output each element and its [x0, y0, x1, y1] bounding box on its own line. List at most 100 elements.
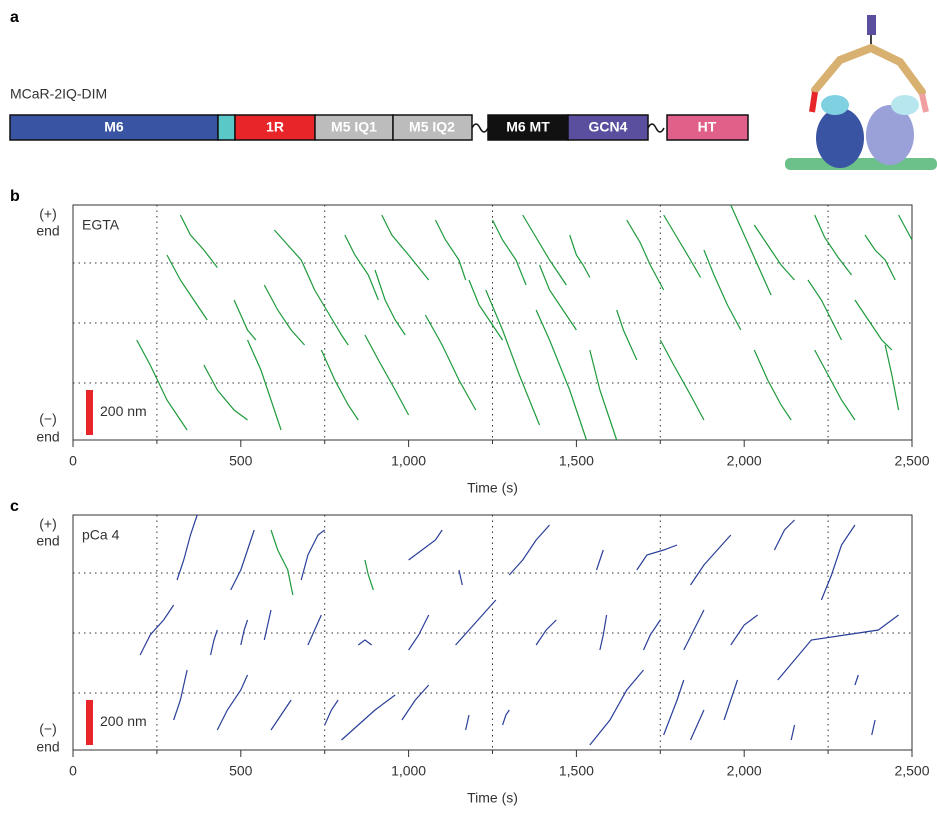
- scale-bar: [86, 390, 93, 435]
- trace: [538, 264, 577, 331]
- end-label: end: [36, 223, 59, 239]
- trace: [501, 709, 510, 726]
- trace: [424, 314, 477, 411]
- segment-label: M5 IQ2: [409, 119, 455, 135]
- x-tick-label: 1,000: [391, 763, 426, 779]
- trace: [300, 529, 326, 581]
- trace: [357, 639, 373, 646]
- annotation: pCa 4: [82, 527, 120, 543]
- trace: [136, 339, 188, 431]
- construct-bar: [9, 114, 749, 141]
- trace: [465, 714, 470, 731]
- trace: [491, 219, 527, 286]
- trace: [434, 219, 467, 281]
- trace: [753, 349, 792, 421]
- scale-bar-label: 200 nm: [100, 713, 147, 729]
- trace: [595, 549, 604, 571]
- end-label: (−): [39, 411, 57, 427]
- trace: [663, 214, 702, 278]
- segment: [666, 114, 749, 141]
- trace: [320, 349, 359, 421]
- panel-label: a: [10, 9, 19, 26]
- trace: [233, 299, 257, 341]
- x-tick-label: 0: [69, 763, 77, 779]
- trace: [270, 529, 294, 596]
- trace: [884, 344, 900, 411]
- x-tick-label: 2,500: [894, 763, 929, 779]
- trace: [270, 699, 292, 731]
- trace: [364, 559, 374, 591]
- trace: [173, 669, 188, 721]
- segment-label: M6 MT: [506, 119, 550, 135]
- segment-label: GCN4: [589, 119, 628, 135]
- trace: [166, 254, 208, 321]
- x-tick-label: 0: [69, 453, 77, 469]
- myosin-cartoon: [785, 15, 937, 170]
- segment: [9, 114, 219, 141]
- trace: [636, 544, 678, 571]
- trace: [216, 674, 249, 731]
- x-axis-label: Time (s): [467, 790, 518, 806]
- trace: [703, 249, 742, 331]
- trace: [659, 339, 705, 421]
- trace: [689, 709, 705, 741]
- trace: [344, 234, 379, 301]
- trace: [246, 339, 282, 431]
- construct-name: MCaR-2IQ-DIM: [10, 86, 107, 102]
- panel-label: b: [10, 188, 20, 205]
- trace: [723, 679, 739, 721]
- trace: [374, 269, 406, 336]
- trace: [485, 289, 541, 426]
- segment-label: HT: [698, 119, 717, 135]
- trace: [730, 614, 758, 646]
- trace: [535, 619, 557, 646]
- trace: [807, 279, 843, 341]
- panel-label: c: [10, 498, 19, 515]
- trace: [777, 614, 899, 681]
- x-tick-label: 2,000: [727, 763, 762, 779]
- trace: [753, 224, 795, 281]
- trace: [898, 214, 913, 241]
- plot-frame: [72, 204, 913, 441]
- trace: [854, 299, 893, 351]
- segment-label: M5 IQ1: [331, 119, 377, 135]
- trace: [364, 334, 410, 416]
- x-tick-label: 1,000: [391, 453, 426, 469]
- trace: [508, 524, 550, 576]
- x-axis-label: Time (s): [467, 480, 518, 496]
- trace: [408, 614, 430, 651]
- trace: [820, 524, 856, 601]
- trace: [455, 599, 497, 646]
- trace: [642, 619, 661, 651]
- trace: [683, 609, 705, 651]
- trace: [408, 529, 443, 561]
- trace: [663, 679, 685, 736]
- segment: [392, 114, 473, 141]
- trace: [273, 229, 316, 291]
- trace: [616, 309, 638, 361]
- trace: [203, 364, 248, 421]
- trace: [341, 694, 396, 741]
- segment-label: M6: [104, 119, 124, 135]
- trace: [730, 204, 772, 296]
- scale-bar-label: 200 nm: [100, 403, 147, 419]
- end-label: (+): [39, 206, 57, 222]
- end-label: (−): [39, 721, 57, 737]
- trace: [814, 214, 853, 276]
- trace: [535, 309, 588, 441]
- trace: [401, 684, 430, 721]
- trace: [381, 214, 430, 281]
- trace: [240, 619, 249, 646]
- trace: [210, 629, 218, 656]
- x-tick-label: 1,500: [559, 763, 594, 779]
- x-tick-label: 2,500: [894, 453, 929, 469]
- end-label: end: [36, 429, 59, 445]
- trace: [230, 529, 255, 591]
- trace: [854, 674, 859, 686]
- x-tick-label: 2,000: [727, 453, 762, 469]
- trace: [314, 289, 349, 346]
- trace: [864, 234, 896, 281]
- trace: [626, 219, 665, 291]
- trace: [814, 349, 856, 421]
